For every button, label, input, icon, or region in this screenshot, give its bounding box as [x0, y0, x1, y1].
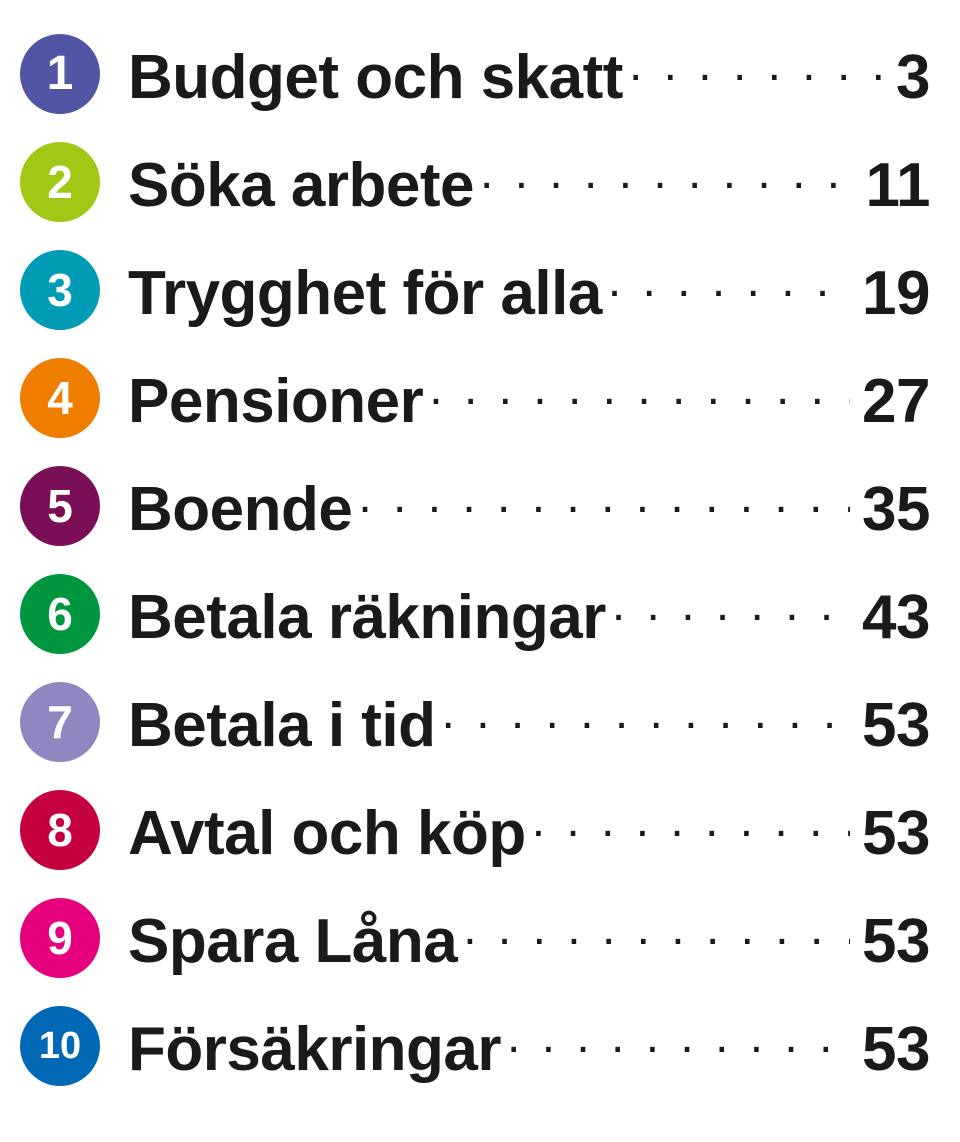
toc-entry: Söka arbete 11 [128, 144, 930, 221]
toc-badge-number: 5 [47, 483, 73, 529]
toc-entry: Pensioner 27 [128, 360, 930, 437]
toc-title: Betala i tid [128, 690, 436, 761]
toc-badge: 2 [20, 142, 100, 222]
toc-entry: Betala i tid 53 [128, 684, 930, 761]
toc-leader-dots [463, 900, 850, 962]
toc-page-number: 53 [862, 690, 930, 761]
toc-badge-number: 6 [47, 591, 73, 637]
toc-entry: Trygghet för alla 19 [128, 252, 930, 329]
toc-leader-dots [629, 36, 884, 98]
table-of-contents: 1 Budget och skatt 3 2 Söka arbete 11 3 … [0, 0, 960, 1120]
toc-badge: 7 [20, 682, 100, 762]
toc-title: Avtal och köp [128, 798, 526, 869]
toc-badge-number: 10 [39, 1027, 81, 1065]
toc-row: 4 Pensioner 27 [20, 344, 930, 452]
toc-row: 1 Budget och skatt 3 [20, 20, 930, 128]
toc-row: 8 Avtal och köp 53 [20, 776, 930, 884]
toc-page-number: 53 [862, 1014, 930, 1085]
toc-title: Söka arbete [128, 150, 474, 221]
toc-title: Betala räkningar [128, 582, 606, 653]
toc-leader-dots [358, 468, 850, 530]
toc-page-number: 35 [862, 474, 930, 545]
toc-badge: 9 [20, 898, 100, 978]
toc-badge: 8 [20, 790, 100, 870]
toc-title: Budget och skatt [128, 42, 623, 113]
toc-page-number: 27 [862, 366, 930, 437]
toc-page-number: 3 [896, 42, 930, 113]
toc-entry: Försäkringar 53 [128, 1008, 930, 1085]
toc-page-number: 53 [862, 798, 930, 869]
toc-title: Pensioner [128, 366, 423, 437]
toc-badge-number: 9 [47, 915, 73, 961]
toc-badge: 1 [20, 34, 100, 114]
toc-leader-dots [532, 792, 850, 854]
toc-leader-dots [429, 360, 850, 422]
toc-row: 6 Betala räkningar 43 [20, 560, 930, 668]
toc-badge-number: 8 [47, 807, 73, 853]
toc-row: 3 Trygghet för alla 19 [20, 236, 930, 344]
toc-badge-number: 1 [47, 50, 74, 98]
toc-row: 9 Spara Låna 53 [20, 884, 930, 992]
toc-badge: 6 [20, 574, 100, 654]
toc-badge: 10 [20, 1006, 100, 1086]
toc-badge-number: 2 [47, 159, 73, 205]
toc-title: Trygghet för alla [128, 258, 602, 329]
toc-leader-dots [612, 576, 850, 638]
toc-row: 10 Försäkringar 53 [20, 992, 930, 1100]
toc-leader-dots [480, 144, 853, 206]
toc-leader-dots [608, 252, 850, 314]
toc-entry: Betala räkningar 43 [128, 576, 930, 653]
toc-title: Boende [128, 474, 352, 545]
toc-badge: 4 [20, 358, 100, 438]
toc-badge-number: 4 [47, 375, 73, 421]
toc-page-number: 53 [862, 906, 930, 977]
toc-title: Spara Låna [128, 906, 457, 977]
toc-row: 2 Söka arbete 11 [20, 128, 930, 236]
toc-badge: 5 [20, 466, 100, 546]
toc-row: 7 Betala i tid 53 [20, 668, 930, 776]
toc-leader-dots [507, 1008, 850, 1070]
toc-badge: 3 [20, 250, 100, 330]
toc-row: 5 Boende 35 [20, 452, 930, 560]
toc-badge-number: 3 [47, 267, 73, 313]
toc-page-number: 11 [865, 150, 930, 221]
toc-leader-dots [442, 684, 851, 746]
toc-title: Försäkringar [128, 1014, 501, 1085]
toc-page-number: 43 [862, 582, 930, 653]
toc-entry: Spara Låna 53 [128, 900, 930, 977]
toc-badge-number: 7 [47, 699, 73, 745]
toc-page-number: 19 [862, 258, 930, 329]
toc-entry: Boende 35 [128, 468, 930, 545]
toc-entry: Avtal och köp 53 [128, 792, 930, 869]
toc-entry: Budget och skatt 3 [128, 36, 930, 113]
